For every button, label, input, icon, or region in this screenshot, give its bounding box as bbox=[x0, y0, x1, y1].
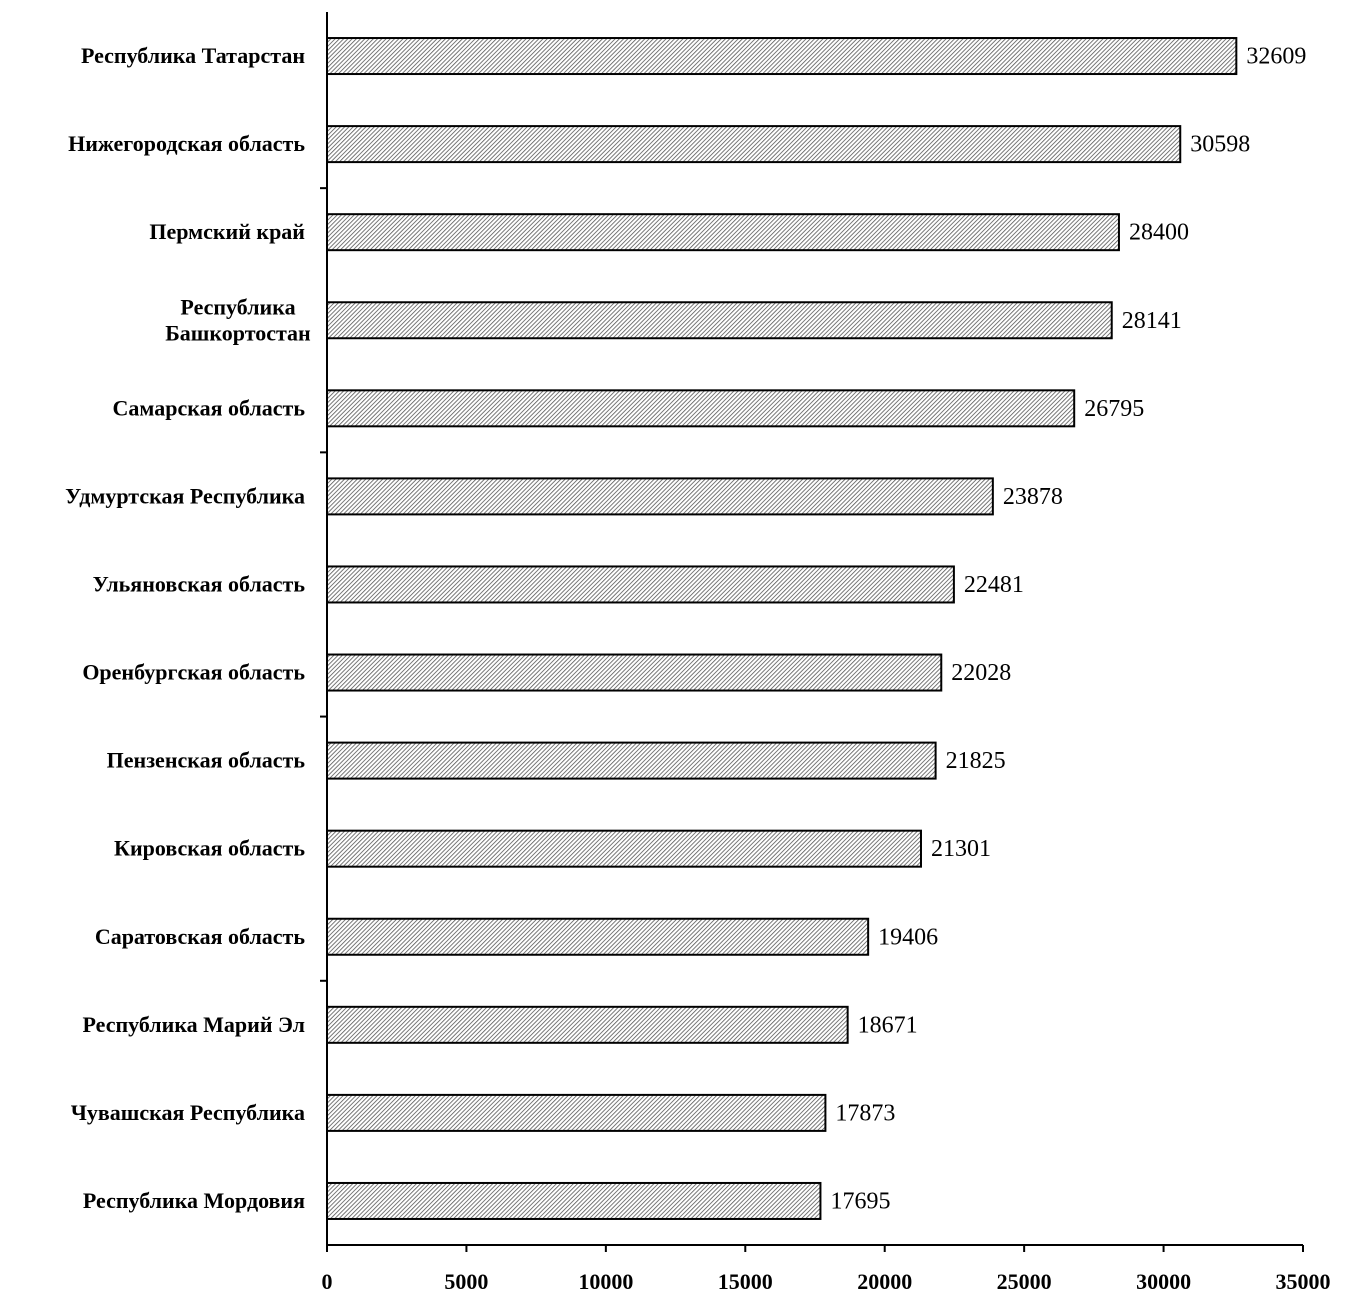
y-tick-label: Республика Башкортостан bbox=[165, 294, 311, 345]
x-tick-label: 0 bbox=[322, 1269, 333, 1294]
y-tick-label: Республика Мордовия bbox=[83, 1188, 305, 1213]
y-tick-label: Республика Марий Эл bbox=[83, 1012, 305, 1037]
bar bbox=[326, 741, 937, 780]
y-tick-label: Республика Татарстан bbox=[81, 43, 305, 68]
value-label: 30598 bbox=[1190, 132, 1250, 158]
bar bbox=[326, 1005, 849, 1044]
value-label: 22481 bbox=[964, 572, 1024, 598]
value-label: 17873 bbox=[835, 1100, 895, 1126]
value-label: 23878 bbox=[1003, 484, 1063, 510]
x-tick-label: 25000 bbox=[997, 1269, 1052, 1294]
x-tick-label: 5000 bbox=[444, 1269, 488, 1294]
bar bbox=[326, 829, 922, 868]
y-tick-label: Удмуртская Республика bbox=[65, 483, 305, 508]
y-tick-label: Нижегородская область bbox=[68, 131, 305, 156]
bar bbox=[326, 37, 1238, 76]
x-tick-label: 30000 bbox=[1136, 1269, 1191, 1294]
y-tick-label: Пензенская область bbox=[107, 748, 306, 773]
value-label: 17695 bbox=[830, 1188, 890, 1214]
bar bbox=[326, 1093, 827, 1132]
y-tick-label: Чувашская Республика bbox=[71, 1100, 305, 1125]
bar bbox=[326, 1181, 822, 1220]
value-label: 22028 bbox=[951, 660, 1011, 686]
x-tick-label: 20000 bbox=[857, 1269, 912, 1294]
bar bbox=[326, 301, 1113, 340]
bar bbox=[326, 917, 870, 956]
value-label: 19406 bbox=[878, 924, 938, 950]
y-tick-label: Самарская область bbox=[113, 395, 306, 420]
bar bbox=[326, 477, 994, 516]
value-label: 18671 bbox=[858, 1012, 918, 1038]
bar bbox=[326, 213, 1120, 252]
y-tick-label: Саратовская область bbox=[95, 924, 306, 949]
x-tick-label: 35000 bbox=[1276, 1269, 1331, 1294]
value-label: 32609 bbox=[1246, 44, 1306, 70]
y-tick-label: Ульяновская область bbox=[93, 572, 306, 597]
bar bbox=[326, 653, 943, 692]
x-tick-label: 10000 bbox=[578, 1269, 633, 1294]
y-tick-label: Пермский край bbox=[149, 219, 305, 244]
bar bbox=[326, 389, 1076, 428]
y-tick-label: Кировская область bbox=[114, 836, 305, 861]
y-tick-label: Оренбургская область bbox=[82, 660, 305, 685]
value-label: 26795 bbox=[1084, 396, 1144, 422]
value-label: 21825 bbox=[946, 748, 1006, 774]
value-label: 28400 bbox=[1129, 220, 1189, 246]
x-tick-label: 15000 bbox=[718, 1269, 773, 1294]
bar bbox=[326, 565, 955, 604]
value-label: 28141 bbox=[1122, 308, 1182, 334]
value-label: 21301 bbox=[931, 836, 991, 862]
bar bbox=[326, 125, 1182, 164]
